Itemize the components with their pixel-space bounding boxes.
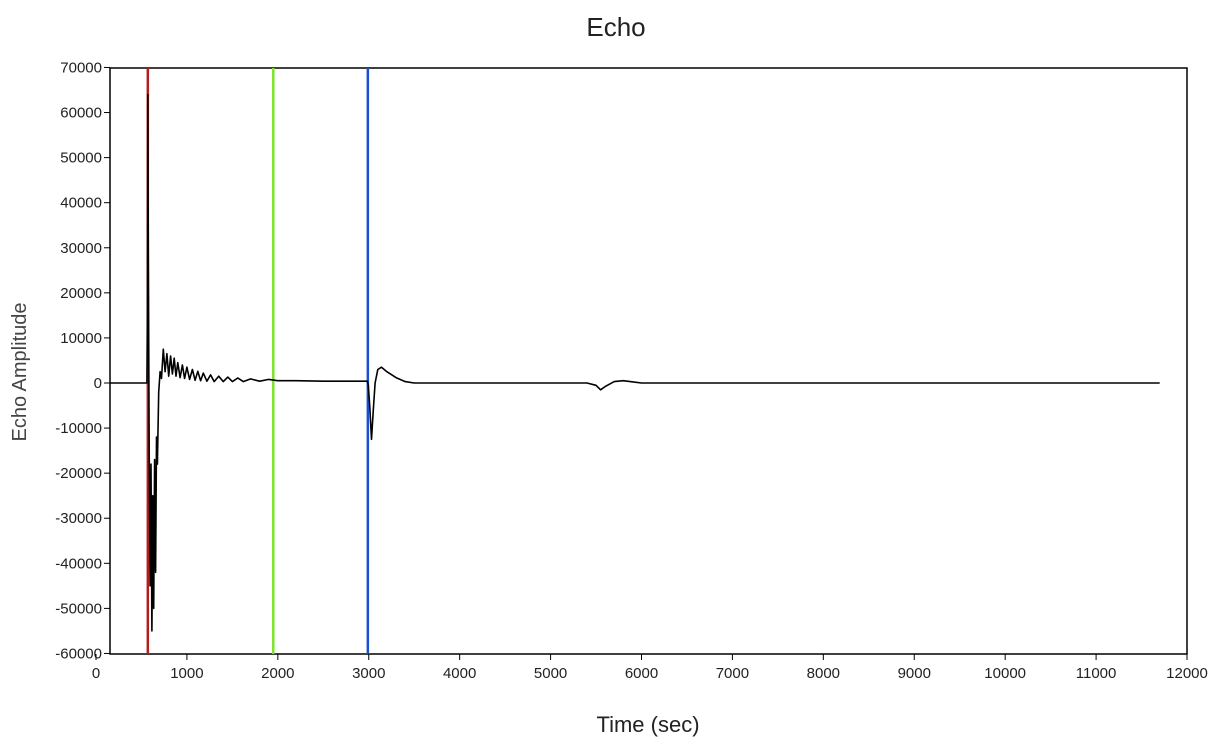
y-tick-label: 60000 xyxy=(60,105,102,122)
x-tick-label: 2000 xyxy=(261,665,294,682)
y-tick-label: -10000 xyxy=(55,420,102,437)
plot-area xyxy=(109,67,1188,655)
x-tick-label: 11000 xyxy=(1076,665,1117,682)
x-axis-label: Time (sec) xyxy=(596,712,699,737)
y-tick-label: -20000 xyxy=(55,465,102,482)
y-tick-label: -30000 xyxy=(55,510,102,527)
series-layer xyxy=(109,93,1160,632)
y-tick-label: -40000 xyxy=(55,555,102,572)
x-tick-label: 12000 xyxy=(1166,665,1208,682)
y-tick-label: -60000 xyxy=(55,645,102,662)
y-axis: 70000 60000 50000 40000 30000 20000 10000 0 -100… xyxy=(55,59,110,662)
chart-title: Echo xyxy=(586,12,645,42)
x-tick-label: 0 xyxy=(92,665,100,682)
y-tick-label: 10000 xyxy=(60,330,102,347)
x-tick-label: 1000 xyxy=(170,665,203,682)
x-tick-label: 9000 xyxy=(898,665,931,682)
y-tick-label: 20000 xyxy=(60,285,102,302)
x-tick-label: 6000 xyxy=(625,665,658,682)
x-tick-label: 7000 xyxy=(716,665,749,682)
x-axis: 0 1000 2000 3000 4000 5000 6000 7000 8000 9000 100… xyxy=(92,654,1208,682)
x-tick-label: 3000 xyxy=(352,665,385,682)
x-tick-label: 8000 xyxy=(807,665,840,682)
y-tick-label: 50000 xyxy=(60,150,102,167)
y-tick-label: 70000 xyxy=(60,59,102,76)
x-tick-label: 4000 xyxy=(443,665,476,682)
y-tick-label: -50000 xyxy=(55,600,102,617)
y-tick-label: 0 xyxy=(94,375,102,392)
y-tick-label: 30000 xyxy=(60,240,102,257)
x-tick-label: 10000 xyxy=(984,665,1026,682)
y-axis-label: Echo Amplitude xyxy=(9,303,31,442)
x-tick-label: 5000 xyxy=(534,665,567,682)
y-tick-label: 40000 xyxy=(60,195,102,212)
echo-series-line xyxy=(109,93,1160,632)
